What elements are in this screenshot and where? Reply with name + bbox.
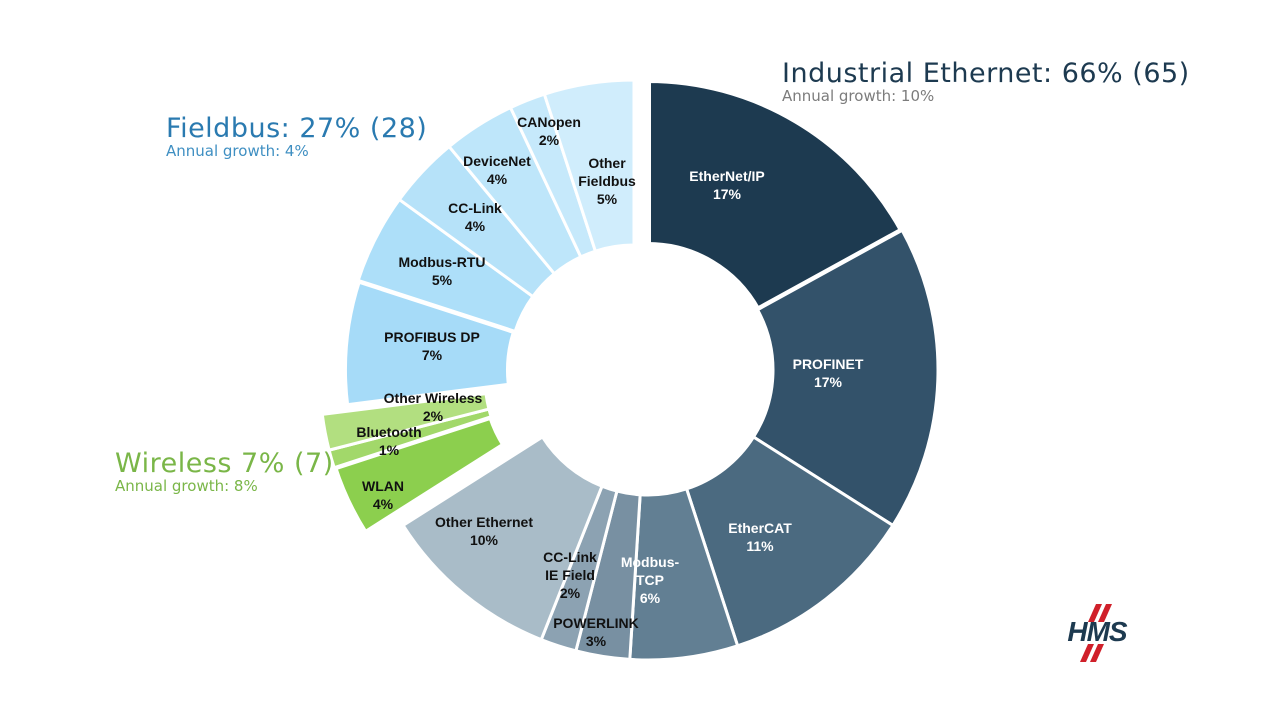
slice-label: CC-Link 4% [448, 200, 502, 234]
slice-label: DeviceNet 4% [463, 153, 531, 187]
slice-label: POWERLINK 3% [553, 615, 639, 649]
group-growth: Annual growth: 10% [782, 87, 935, 105]
slice-other-wireless [320, 391, 491, 452]
group-title-wireless: Wireless 7% (7) Annual growth: 8% [115, 450, 334, 494]
svg-text:HMS: HMS [1067, 616, 1128, 647]
group-title: Industrial Ethernet: 66% (65) [782, 58, 1190, 89]
slice-ethernet-ip [645, 76, 907, 314]
slice-label: PROFIBUS DP 7% [384, 329, 480, 363]
slice-label: CC-Link IE Field 2% [543, 549, 597, 601]
slice-label: CANopen 2% [517, 114, 581, 148]
group-growth: Annual growth: 8% [115, 477, 258, 495]
slice-other-ethernet [401, 434, 604, 642]
slice-label: Modbus-RTU 5% [398, 254, 485, 288]
slice-ethercat [684, 434, 895, 648]
slice-label: Modbus-TCP 6% [621, 554, 680, 606]
slice-label: WLAN 4% [362, 478, 404, 512]
slice-label: EtherCAT 11% [728, 520, 792, 554]
hms-logo: HMS [1067, 604, 1129, 662]
slice-profinet [751, 228, 940, 528]
group-growth: Annual growth: 4% [166, 142, 309, 160]
group-title-industrial-ethernet: Industrial Ethernet: 66% (65) Annual gro… [782, 60, 1190, 104]
slice-other-fieldbus [542, 78, 636, 254]
slice-label: Other Ethernet 10% [435, 514, 533, 548]
group-title-fieldbus: Fieldbus: 27% (28) Annual growth: 4% [166, 115, 427, 159]
slice-label: Other Fieldbus 5% [578, 155, 636, 207]
group-title: Fieldbus: 27% (28) [166, 113, 428, 144]
group-title: Wireless 7% (7) [115, 448, 334, 479]
slice-label: Other Wireless 2% [384, 390, 483, 424]
slice-label: Bluetooth 1% [356, 424, 421, 458]
slice-label: EtherNet/IP 17% [689, 168, 764, 202]
slice-label: PROFINET 17% [793, 356, 864, 390]
